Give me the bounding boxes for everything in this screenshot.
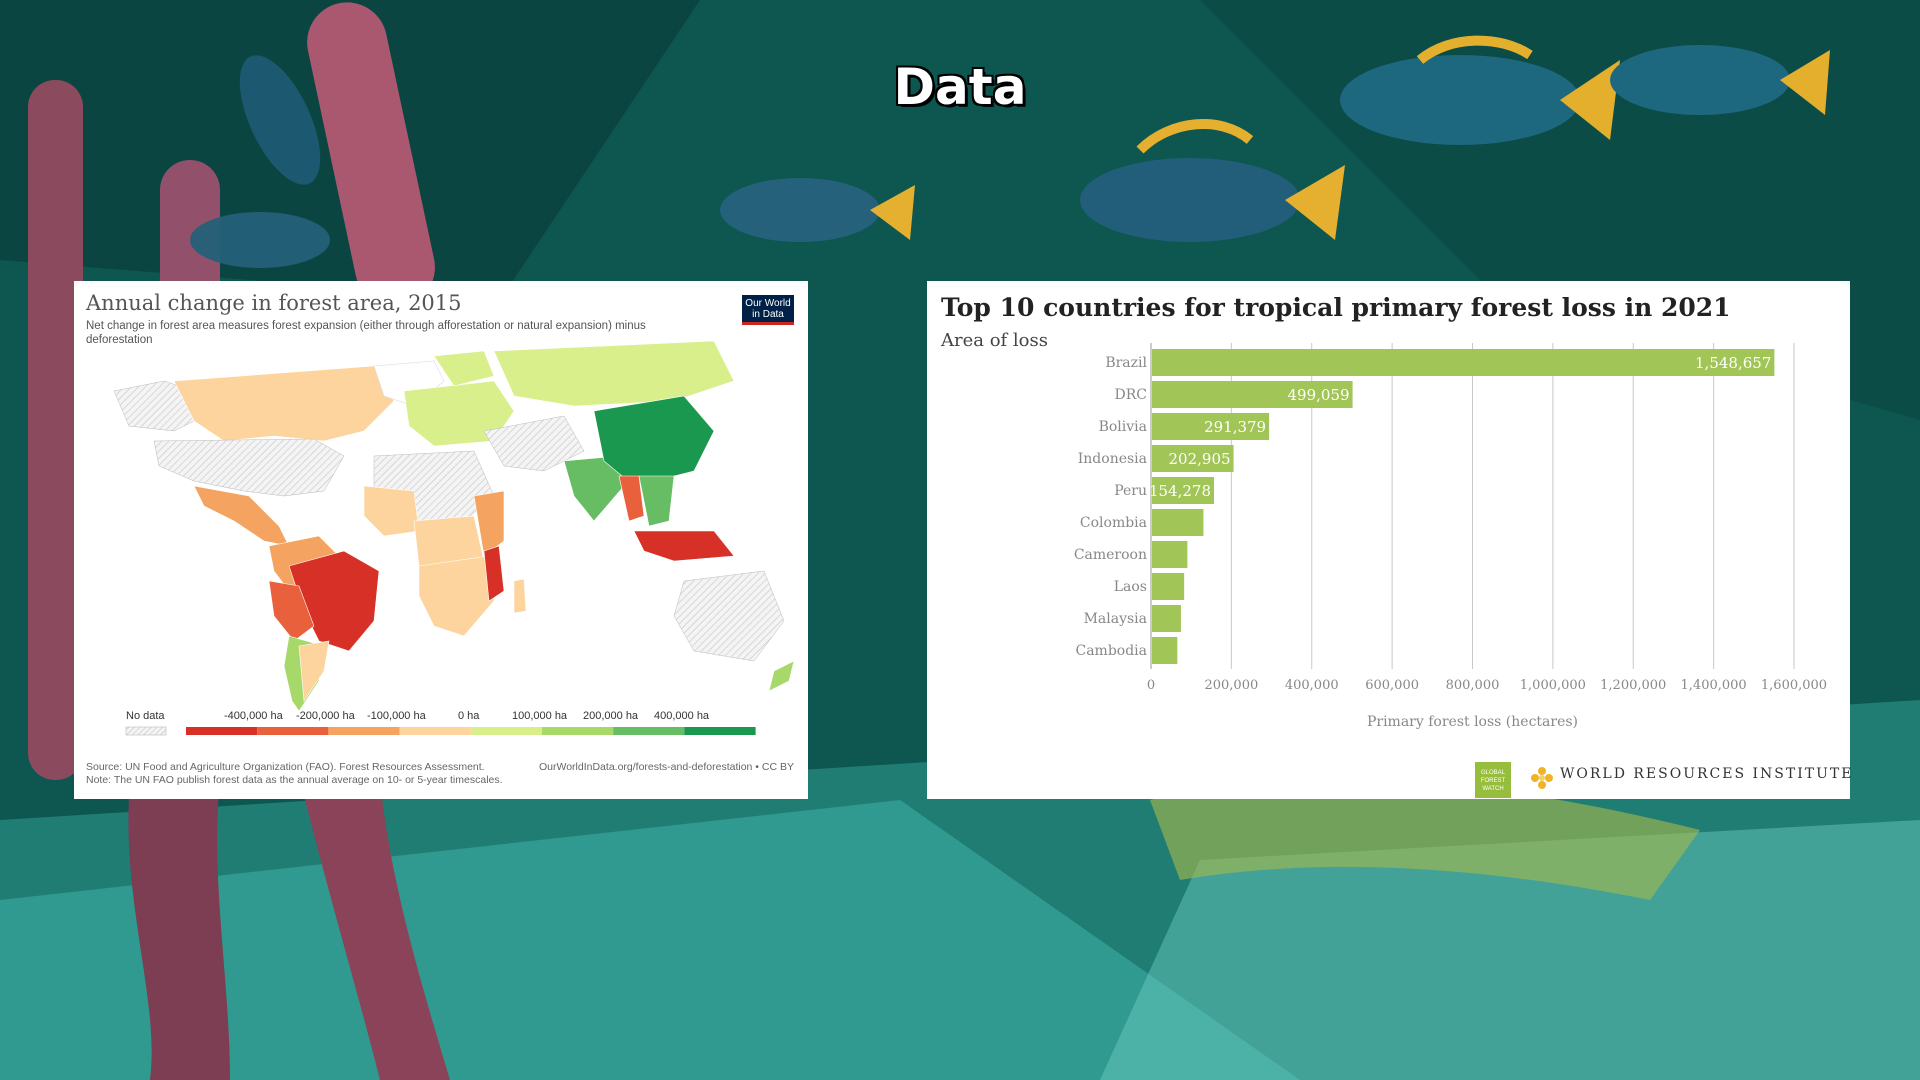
map-note-text: Note: The UN FAO publish forest data as … (86, 774, 503, 786)
map-region-russia (493, 340, 735, 407)
bar (1152, 445, 1234, 472)
map-region-madagascar (513, 578, 527, 614)
data-label: 1,548,657 (1695, 354, 1771, 372)
data-label: 154,278 (1149, 482, 1211, 500)
map-region-australia (673, 570, 785, 662)
svg-text:FOREST: FOREST (1481, 778, 1506, 784)
map-source: Source: UN Food and Agriculture Organiza… (86, 761, 786, 787)
bar (1152, 381, 1353, 408)
forest-loss-chart-panel: Top 10 countries for tropical primary fo… (927, 281, 1854, 799)
category-label: Brazil (1105, 355, 1147, 371)
legend-swatch (470, 727, 542, 735)
x-tick-label: 0 (1147, 678, 1155, 693)
chart-subtitle: Area of loss (941, 330, 1048, 351)
category-label: Bolivia (1099, 419, 1147, 435)
legend-label: 0 ha (458, 710, 480, 722)
data-label: 202,905 (1169, 450, 1231, 468)
legend-swatch (328, 727, 400, 735)
gfw-logo: GLOBAL FOREST WATCH (1475, 762, 1511, 798)
bar (1152, 573, 1185, 600)
legend-no-data: No data (126, 710, 165, 722)
x-tick-label: 1,000,000 (1520, 678, 1586, 693)
category-label: Cameroon (1074, 547, 1147, 563)
map-source-url[interactable]: OurWorldInData.org/forests-and-deforesta… (538, 761, 794, 773)
legend-swatch (613, 727, 685, 735)
map-region-usa (153, 438, 345, 497)
world-map (113, 340, 795, 712)
legend-no-data-swatch (125, 726, 167, 736)
x-axis-label: Primary forest loss (hectares) (1367, 714, 1578, 730)
map-region-peru-bolivia (268, 580, 315, 642)
category-label: DRC (1115, 387, 1147, 403)
category-label: Malaysia (1084, 611, 1147, 627)
map-region-mexico (193, 485, 290, 547)
wri-logo-icon (1531, 767, 1553, 789)
category-label: Indonesia (1078, 451, 1147, 467)
category-label: Colombia (1080, 515, 1147, 531)
owid-logo-line1: Our World (745, 298, 791, 309)
svg-text:WATCH: WATCH (1482, 786, 1503, 792)
map-title: Annual change in forest area, 2015 (86, 291, 462, 315)
legend-label: -200,000 ha (296, 710, 355, 722)
map-legend (125, 726, 756, 736)
bar (1152, 413, 1270, 440)
wri-brand-name: WORLD RESOURCES INSTITUTE (1560, 766, 1854, 782)
legend-label: -100,000 ha (367, 710, 426, 722)
bar (1152, 509, 1204, 536)
map-region-scandinavia (433, 350, 495, 387)
forest-loss-bar-chart: 0 200,000 400,000 600,000 800,000 1,000,000 1,… (1074, 343, 1827, 730)
map-region-tanzania-mozambique (483, 545, 505, 602)
svg-text:GLOBAL: GLOBAL (1481, 770, 1506, 776)
x-tick-label: 600,000 (1365, 678, 1419, 693)
category-label: Cambodia (1075, 643, 1147, 659)
x-tick-label: 200,000 (1204, 678, 1258, 693)
bar (1152, 477, 1215, 504)
x-tick-label: 1,600,000 (1761, 678, 1827, 693)
map-region-east-africa (473, 490, 505, 557)
legend-label: 200,000 ha (583, 710, 639, 722)
map-region-indonesia (633, 530, 735, 562)
map-region-myanmar (618, 475, 645, 522)
map-subtitle: Net change in forest area measures fores… (86, 320, 646, 346)
map-region-new-zealand (768, 660, 795, 692)
map-region-west-africa (363, 485, 420, 537)
legend-label: 400,000 ha (654, 710, 710, 722)
map-region-canada (173, 365, 395, 442)
legend-swatch (684, 727, 756, 735)
bar (1152, 349, 1775, 376)
bar (1152, 605, 1181, 632)
owid-logo: Our World in Data (742, 295, 794, 325)
chart-title: Top 10 countries for tropical primary fo… (941, 293, 1731, 322)
category-label: Peru (1114, 483, 1147, 499)
category-label: Laos (1114, 579, 1147, 595)
legend-swatch (542, 727, 614, 735)
map-region-southern-africa (418, 555, 495, 637)
bar (1152, 541, 1188, 568)
x-tick-label: 1,400,000 (1681, 678, 1747, 693)
map-region-argentina (298, 640, 330, 702)
x-tick-label: 800,000 (1446, 678, 1500, 693)
data-label: 499,059 (1288, 386, 1350, 404)
forest-change-map-panel: Annual change in forest area, 2015 Net c… (74, 281, 808, 799)
legend-swatch (399, 727, 471, 735)
x-tick-label: 1,200,000 (1600, 678, 1666, 693)
bar (1152, 637, 1178, 664)
map-region-indochina (638, 475, 675, 527)
map-region-china (593, 395, 715, 487)
data-label: 291,379 (1204, 418, 1266, 436)
legend-swatch (186, 727, 258, 735)
slide-title: Data (893, 58, 1027, 116)
x-tick-label: 400,000 (1285, 678, 1339, 693)
owid-logo-line2: in Data (752, 309, 784, 320)
legend-label: 100,000 ha (512, 710, 568, 722)
legend-swatch (257, 727, 329, 735)
map-source-text: Source: UN Food and Agriculture Organiza… (86, 761, 485, 773)
legend-label: -400,000 ha (224, 710, 283, 722)
